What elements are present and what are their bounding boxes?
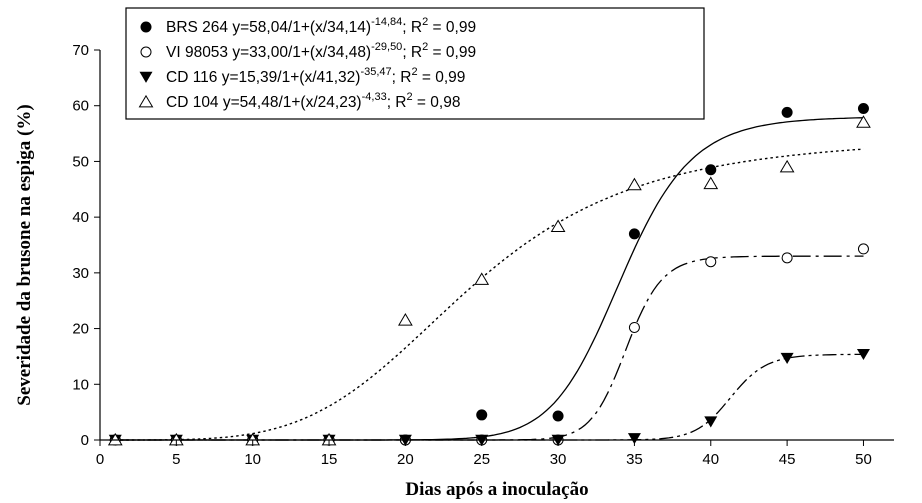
x-tick-label: 30 <box>550 451 567 468</box>
fit-curve-cd-104 <box>115 148 864 441</box>
y-tick-label: 50 <box>72 153 89 170</box>
legend-entry-part: VI 98053 y=33,00/1+(x/34,48) <box>166 44 371 61</box>
fit-curve-brs-264 <box>115 117 864 441</box>
fit-curve-cd-116 <box>115 353 864 441</box>
data-point <box>781 252 793 264</box>
y-tick-label: 40 <box>72 209 89 226</box>
legend-marker <box>139 71 153 83</box>
legend-entry-part: = 0,99 <box>428 44 476 61</box>
legend-marker <box>140 46 152 58</box>
legend-marker <box>140 21 152 33</box>
data-point <box>705 164 717 176</box>
legend-entry-part: ; R <box>402 19 422 36</box>
legend-entry-part: = 0,99 <box>428 19 476 36</box>
y-tick-label: 10 <box>72 376 89 393</box>
data-point <box>704 416 718 428</box>
data-point <box>474 272 490 285</box>
data-point <box>857 243 869 255</box>
data-point <box>398 313 413 326</box>
legend-entry-part: -29,50 <box>371 41 402 53</box>
legend-entry-part: CD 116 y=15,39/1+(x/41,32) <box>166 69 360 86</box>
y-axis-title: Severidade da brusone na espiga (%) <box>14 104 35 405</box>
legend-entry-part: CD 104 y=54,48/1+(x/24,23) <box>166 94 362 111</box>
data-point <box>781 106 793 118</box>
y-tick-label: 70 <box>72 42 89 59</box>
legend-entry-part: = 0,98 <box>413 94 461 111</box>
data-point <box>627 433 641 445</box>
data-point <box>628 228 640 240</box>
data-point <box>552 410 564 422</box>
legend-marker <box>138 94 154 108</box>
legend-entry-part: ; R <box>387 94 407 111</box>
data-point <box>705 256 717 268</box>
legend-entry-part: 2 <box>407 91 413 103</box>
data-point <box>550 219 566 232</box>
legend-entry-part: 2 <box>422 41 428 53</box>
x-tick-label: 45 <box>779 451 796 468</box>
legend-entry-part: BRS 264 y=58,04/1+(x/34,14) <box>166 19 371 36</box>
fit-curve-vi-98053 <box>115 255 864 441</box>
data-point <box>476 409 488 421</box>
x-tick-label: 15 <box>321 451 338 468</box>
legend-entry-part: 2 <box>422 16 428 28</box>
data-point <box>779 159 795 173</box>
y-tick-label: 60 <box>72 98 89 115</box>
x-tick-label: 40 <box>702 451 719 468</box>
x-tick-label: 20 <box>397 451 414 468</box>
legend-entry-part: = 0,99 <box>418 69 466 86</box>
y-tick-label: 0 <box>81 432 89 449</box>
legend-entry: BRS 264 y=58,04/1+(x/34,14)-14,84; R2 = … <box>166 16 476 36</box>
x-tick-label: 10 <box>244 451 261 468</box>
legend-entry: VI 98053 y=33,00/1+(x/34,48)-29,50; R2 =… <box>166 41 476 61</box>
legend-entry: CD 104 y=54,48/1+(x/24,23)-4,33; R2 = 0,… <box>166 91 460 111</box>
fitted-curves <box>115 117 864 441</box>
y-tick-label: 20 <box>72 321 89 338</box>
legend-entry-part: -14,84 <box>371 16 402 28</box>
data-point <box>780 352 794 364</box>
data-point <box>627 177 642 191</box>
legend: BRS 264 y=58,04/1+(x/34,14)-14,84; R2 = … <box>125 7 705 120</box>
x-tick-label: 25 <box>473 451 490 468</box>
axes: 0 5 10 15 20 25 30 35 40 45 50 0 10 20 30 40 50 60 70 <box>72 42 894 468</box>
data-point <box>857 103 869 114</box>
legend-entry: CD 116 y=15,39/1+(x/41,32)-35,47; R2 = 0… <box>166 66 465 86</box>
data-point <box>628 321 640 333</box>
legend-entry-part: 2 <box>411 66 417 78</box>
legend-entry-part: ; R <box>392 69 412 86</box>
data-point <box>856 349 870 361</box>
x-axis-title: Dias após a inoculação <box>405 479 588 500</box>
x-tick-label: 35 <box>626 451 643 468</box>
data-point <box>107 432 123 446</box>
y-tick-label: 30 <box>72 265 89 282</box>
legend-entry-part: -35,47 <box>360 66 391 78</box>
data-point <box>703 176 719 190</box>
legend-entry-part: -4,33 <box>362 91 387 103</box>
legend-box <box>125 7 705 120</box>
x-tick-label: 0 <box>96 451 104 468</box>
data-point <box>856 115 871 128</box>
data-points <box>107 103 871 446</box>
x-tick-label: 5 <box>172 451 180 468</box>
x-tick-label: 50 <box>855 451 872 468</box>
legend-entry-part: ; R <box>402 44 422 61</box>
